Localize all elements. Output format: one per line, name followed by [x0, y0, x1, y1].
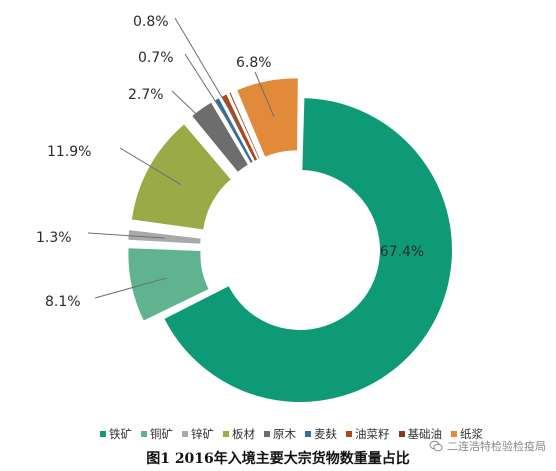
chart-leader-lines [87, 17, 275, 299]
leader-line-7 [174, 17, 241, 129]
figure-caption: 图1 2016年入境主要大宗货物数重量占比 [146, 451, 410, 467]
data-label-6: 0.7% [138, 50, 174, 66]
leader-line-3 [87, 232, 165, 239]
data-label-5: 2.7% [128, 87, 164, 103]
chart-data-labels: 67.4% 8.1% 1.3% 11.9% 2.7% 0.7% 0.8% 6.8% [36, 14, 424, 310]
data-label-7: 0.8% [133, 14, 169, 30]
legend-label: 油菜籽 [355, 427, 390, 441]
legend-label: 铁矿 [109, 427, 132, 441]
wechat-icon [429, 440, 443, 452]
legend-label: 铜矿 [150, 427, 173, 441]
legend-item: 锌矿 [182, 426, 214, 442]
data-label-4: 11.9% [47, 144, 91, 160]
slice-8 [229, 92, 260, 159]
legend-swatch [346, 431, 352, 437]
legend-item: 基础油 [398, 426, 443, 442]
legend-item: 油菜籽 [346, 426, 390, 442]
leader-line-2 [94, 277, 168, 299]
slice-4 [131, 124, 231, 230]
legend-swatch [100, 431, 106, 437]
legend-item: 原木 [264, 426, 296, 442]
legend-item: 纸浆 [451, 426, 483, 442]
data-label-9: 6.8% [236, 55, 272, 71]
legend-swatch [223, 431, 229, 437]
chart-legend: 铁矿 铜矿 锌矿 板材 原木 麦麸 油菜籽 基础油 纸浆 [100, 426, 483, 442]
legend-swatch [451, 431, 457, 437]
data-label-1: 67.4% [380, 244, 424, 260]
legend-label: 板材 [232, 427, 255, 441]
slice-1 [164, 98, 453, 403]
slice-3 [128, 230, 201, 244]
data-label-3: 1.3% [36, 230, 72, 246]
legend-item: 板材 [223, 426, 255, 442]
legend-label: 锌矿 [191, 427, 214, 441]
legend-item: 铁矿 [100, 426, 132, 442]
legend-swatch [305, 431, 311, 437]
slice-9 [237, 78, 298, 157]
legend-swatch [398, 431, 405, 437]
legend-label: 麦麸 [314, 427, 337, 441]
watermark: 二连浩特检验检疫局 [429, 438, 546, 454]
leader-line-6 [184, 53, 235, 132]
legend-swatch [264, 431, 270, 437]
legend-label: 纸浆 [460, 427, 483, 441]
data-label-2: 8.1% [45, 294, 81, 310]
legend-label: 原木 [273, 427, 296, 441]
slice-2 [128, 248, 209, 321]
legend-item: 麦麸 [305, 426, 337, 442]
leader-line-4 [119, 147, 182, 185]
legend-item: 铜矿 [141, 426, 173, 442]
legend-swatch [182, 431, 188, 437]
legend-swatch [141, 431, 147, 437]
chart-slices [128, 78, 453, 403]
legend-label: 基础油 [407, 427, 443, 441]
leader-line-5 [171, 90, 223, 139]
watermark-text: 二连浩特检验检疫局 [447, 440, 546, 453]
leader-line-9 [254, 71, 275, 117]
